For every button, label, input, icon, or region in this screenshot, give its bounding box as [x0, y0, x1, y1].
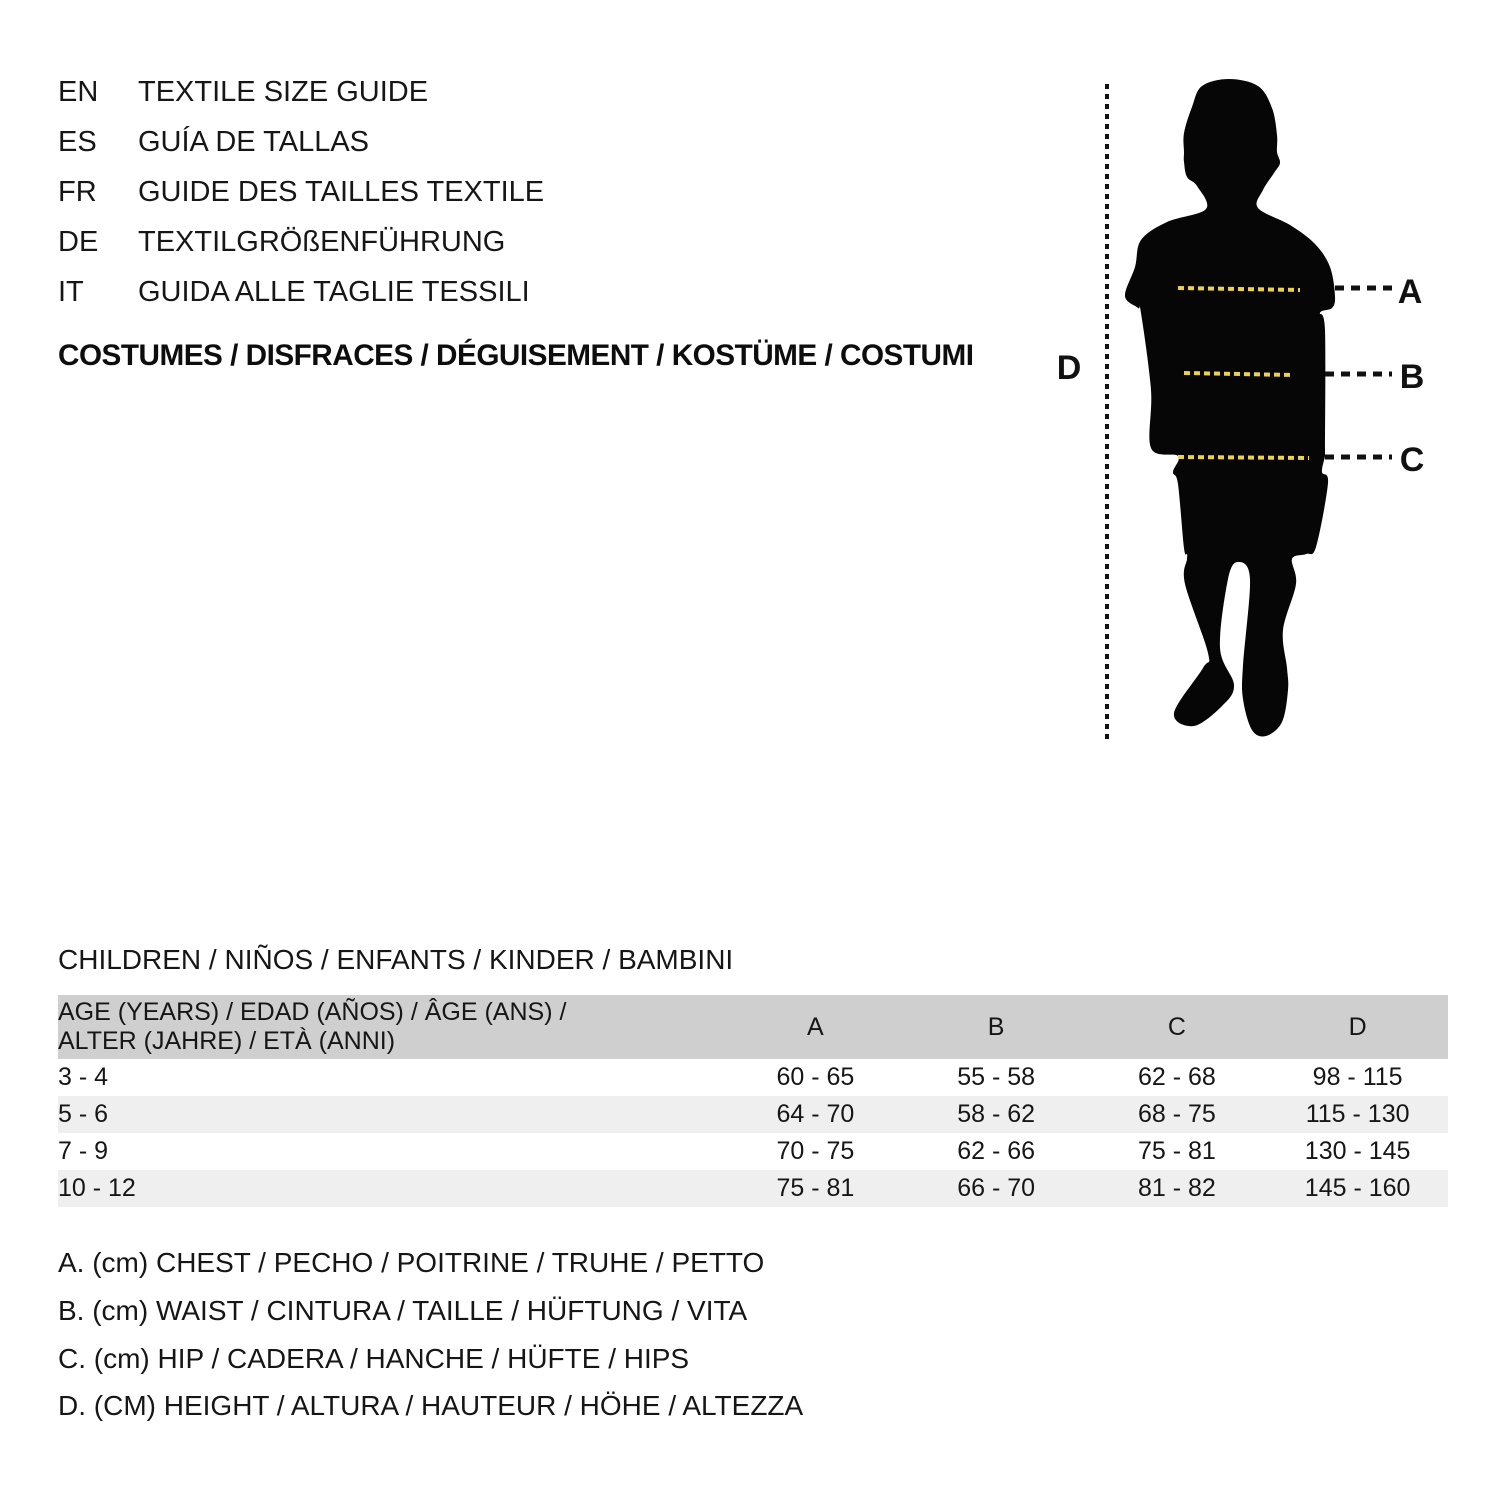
- svg-text:C: C: [1400, 441, 1425, 479]
- svg-text:D: D: [1057, 349, 1082, 387]
- svg-text:A: A: [1398, 273, 1423, 311]
- svg-text:B: B: [1400, 358, 1425, 396]
